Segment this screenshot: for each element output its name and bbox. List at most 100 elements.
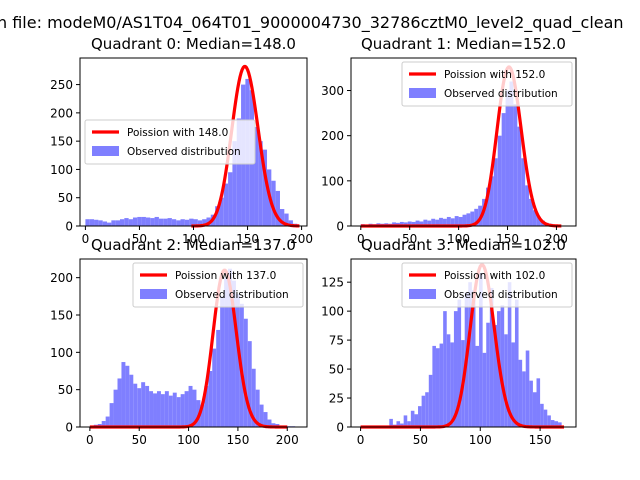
legend-poisson-label: Poission with 137.0 <box>175 270 276 282</box>
histogram-bar <box>521 158 526 226</box>
histogram-bar <box>164 391 169 427</box>
axes-frame <box>350 57 577 227</box>
histogram-bar <box>475 345 480 427</box>
histogram-bar <box>279 209 285 226</box>
histogram-bar <box>435 348 440 427</box>
x-tick-label: 150 <box>529 433 552 447</box>
histogram-bar <box>458 216 463 226</box>
histogram-bar <box>251 368 256 427</box>
histogram-bar <box>425 392 429 427</box>
histogram-bar <box>435 219 440 226</box>
x-tick-label: 150 <box>236 232 259 246</box>
subplot-title: Quadrant 3: Median=102.0 <box>361 236 566 254</box>
histogram-bar <box>284 213 289 226</box>
histogram-bar <box>474 208 479 226</box>
legend-observed-swatch <box>140 289 167 299</box>
subplot-3: 0 50 100 150 0 25 50 75 100 125 Quadrant 3: Median… <box>321 236 577 447</box>
y-tick-label: 0 <box>336 220 344 234</box>
histogram-bar <box>219 197 224 226</box>
histogram-bar <box>89 219 95 226</box>
histogram-bar <box>509 81 514 226</box>
histogram-bar <box>558 422 562 427</box>
histogram-bar <box>513 104 518 226</box>
histogram-bar <box>180 219 185 226</box>
x-tick-label: 50 <box>413 433 428 447</box>
histogram-bar <box>232 141 237 226</box>
x-tick-label: 100 <box>447 232 470 246</box>
legend-box <box>132 262 304 308</box>
histogram-bar <box>113 389 118 427</box>
histogram-bar <box>188 385 193 427</box>
histogram-bar <box>431 218 436 226</box>
histogram-bar <box>259 404 264 427</box>
histogram-bar <box>193 219 198 226</box>
subplot-title: Quadrant 2: Median=137.0 <box>91 236 296 254</box>
x-tick-label: 200 <box>545 232 568 246</box>
histogram-bar <box>439 343 444 427</box>
histogram-bar <box>236 118 242 226</box>
histogram-bar <box>228 172 233 226</box>
histogram-bar <box>446 334 451 427</box>
histogram-bar <box>105 416 110 427</box>
histogram-bar <box>421 395 426 427</box>
legend: Poission with 137.0 Observed distribution <box>132 262 304 308</box>
legend-box <box>401 262 573 308</box>
histogram-bar <box>247 341 252 427</box>
histogram-bar <box>407 221 412 226</box>
histogram-bar <box>275 190 280 226</box>
y-tick-label: 0 <box>65 220 73 234</box>
histogram-bar <box>271 180 276 226</box>
histogram-bar <box>446 216 451 226</box>
legend-observed-label: Observed distribution <box>127 146 241 158</box>
histogram-bar <box>137 216 142 226</box>
histogram-bar <box>133 383 138 427</box>
legend-observed-swatch <box>409 289 436 299</box>
subplot-2: 0 50 100 150 200 0 50 100 150 200 Quadrant 2: Medi… <box>50 236 308 447</box>
histogram-bar <box>107 222 112 226</box>
histogram-bar <box>532 392 537 427</box>
histogram-bar <box>168 395 173 427</box>
histogram-bar <box>479 272 483 427</box>
histogram-bar <box>403 415 408 427</box>
histogram-bar <box>443 311 447 427</box>
histogram-bar <box>85 219 90 226</box>
histogram-bar <box>399 221 404 226</box>
histogram-bar <box>125 365 130 427</box>
histogram-bar <box>432 345 436 427</box>
histogram-bar <box>497 135 502 226</box>
histogram-bar <box>141 216 146 226</box>
histogram-bar <box>235 294 240 427</box>
histogram-bar <box>532 210 537 226</box>
y-tick-label: 100 <box>50 346 73 360</box>
y-tick-label: 250 <box>50 78 73 92</box>
histogram-bar <box>439 217 443 226</box>
histogram-bar <box>243 318 248 427</box>
histogram-bar <box>137 388 142 427</box>
histogram-bar <box>115 220 120 226</box>
legend: Poission with 152.0 Observed distribution <box>401 61 573 107</box>
histogram-bar <box>228 268 232 427</box>
histogram-bar <box>109 403 114 427</box>
x-tick-label: 150 <box>496 232 519 246</box>
histogram-bar <box>262 149 268 226</box>
x-tick-label: 50 <box>132 433 147 447</box>
histogram-bar <box>457 299 462 427</box>
histogram-bar <box>189 218 194 226</box>
histogram-bar <box>215 206 220 226</box>
histogram-bar <box>536 216 541 226</box>
histogram-bar <box>154 216 159 226</box>
histogram-bar <box>468 282 472 427</box>
histogram-bar <box>102 221 108 226</box>
poisson-curve <box>190 64 300 228</box>
legend: Poission with 148.0 Observed distribution <box>84 119 256 165</box>
histogram-bar <box>200 404 205 427</box>
legend: Poission with 102.0 Observed distribution <box>401 262 573 308</box>
histogram-bar <box>167 218 172 226</box>
histogram-bar <box>212 348 217 427</box>
legend-observed-label: Observed distribution <box>175 289 289 301</box>
subplot-title: Quadrant 0: Median=148.0 <box>91 35 296 53</box>
x-tick-label: 200 <box>290 232 313 246</box>
histogram-bar <box>111 220 116 226</box>
histogram-bar <box>525 350 530 427</box>
